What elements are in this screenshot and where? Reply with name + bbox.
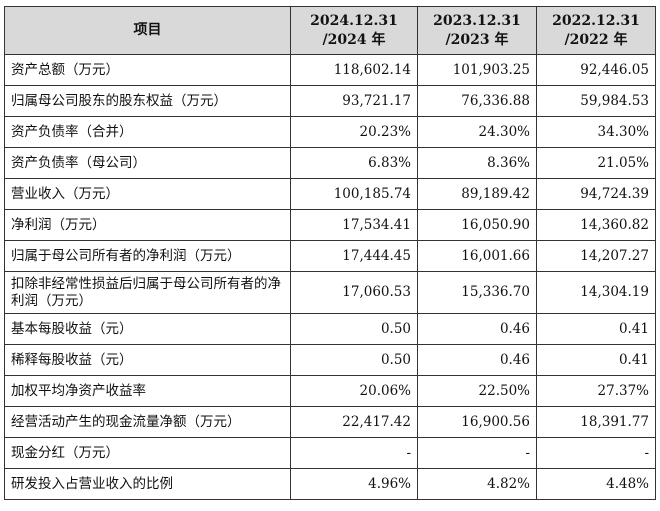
row-label: 扣除非经常性损益后归属于母公司所有者的净利润（万元） [4, 271, 291, 314]
cell-2024: 118,602.14 [290, 54, 418, 86]
table-row: 资产负债率（合并） 20.23% 24.30% 34.30% [4, 116, 656, 148]
table-row: 基本每股收益（元） 0.50 0.46 0.41 [4, 313, 656, 345]
cell-2022: 0.41 [536, 313, 656, 345]
cell-2023: 16,001.66 [417, 240, 537, 272]
cell-2022: 34.30% [536, 116, 656, 148]
cell-2023: 0.46 [417, 344, 537, 376]
cell-2023: 16,900.56 [417, 406, 537, 438]
header-2023-line1: 2023.12.31 [433, 12, 521, 29]
cell-2022: 4.48% [536, 468, 656, 500]
row-label: 归属母公司股东的股东权益（万元） [4, 85, 291, 117]
cell-2024: 17,444.45 [290, 240, 418, 272]
cell-2022: 14,360.82 [536, 209, 656, 241]
cell-2024: 17,534.41 [290, 209, 418, 241]
table-row: 现金分红（万元） - - - [4, 437, 656, 469]
header-2024-line2: /2024 年 [322, 31, 386, 48]
cell-2024: 20.06% [290, 375, 418, 407]
row-label: 现金分红（万元） [4, 437, 291, 469]
cell-2023: 4.82% [417, 468, 537, 500]
header-2023-line2: /2023 年 [445, 31, 509, 48]
cell-2022: 27.37% [536, 375, 656, 407]
cell-2024: 4.96% [290, 468, 418, 500]
cell-2022: 14,304.19 [536, 271, 656, 314]
cell-2024: 0.50 [290, 344, 418, 376]
table-row: 归属于母公司所有者的净利润（万元） 17,444.45 16,001.66 14… [4, 240, 656, 272]
row-label: 稀释每股收益（元） [4, 344, 291, 376]
table-row: 资产负债率（母公司） 6.83% 8.36% 21.05% [4, 147, 656, 179]
cell-2023: 8.36% [417, 147, 537, 179]
cell-2024: - [290, 437, 418, 469]
header-2022-line2: /2022 年 [564, 31, 628, 48]
cell-2024: 22,417.42 [290, 406, 418, 438]
header-2023: 2023.12.31 /2023 年 [417, 6, 537, 55]
table-row: 扣除非经常性损益后归属于母公司所有者的净利润（万元） 17,060.53 15,… [4, 271, 656, 314]
cell-2023: 101,903.25 [417, 54, 537, 86]
table-row: 稀释每股收益（元） 0.50 0.46 0.41 [4, 344, 656, 376]
row-label: 资产负债率（母公司） [4, 147, 291, 179]
row-label: 基本每股收益（元） [4, 313, 291, 345]
cell-2022: 59,984.53 [536, 85, 656, 117]
table-row: 资产总额（万元） 118,602.14 101,903.25 92,446.05 [4, 54, 656, 86]
cell-2024: 93,721.17 [290, 85, 418, 117]
cell-2024: 20.23% [290, 116, 418, 148]
table-row: 研发投入占营业收入的比例 4.96% 4.82% 4.48% [4, 468, 656, 500]
cell-2022: 18,391.77 [536, 406, 656, 438]
row-label: 研发投入占营业收入的比例 [4, 468, 291, 500]
row-label: 净利润（万元） [4, 209, 291, 241]
cell-2022: - [536, 437, 656, 469]
row-label: 资产总额（万元） [4, 54, 291, 86]
cell-2024: 6.83% [290, 147, 418, 179]
header-2024-line1: 2024.12.31 [310, 12, 398, 29]
row-label: 经营活动产生的现金流量净额（万元） [4, 406, 291, 438]
header-2022-line1: 2022.12.31 [552, 12, 640, 29]
cell-2023: 24.30% [417, 116, 537, 148]
table-row: 净利润（万元） 17,534.41 16,050.90 14,360.82 [4, 209, 656, 241]
header-2022: 2022.12.31 /2022 年 [536, 6, 656, 55]
cell-2022: 92,446.05 [536, 54, 656, 86]
cell-2023: 15,336.70 [417, 271, 537, 314]
cell-2024: 0.50 [290, 313, 418, 345]
cell-2024: 100,185.74 [290, 178, 418, 210]
cell-2023: 89,189.42 [417, 178, 537, 210]
table-row: 经营活动产生的现金流量净额（万元） 22,417.42 16,900.56 18… [4, 406, 656, 438]
header-2024: 2024.12.31 /2024 年 [290, 6, 418, 55]
table-row: 归属母公司股东的股东权益（万元） 93,721.17 76,336.88 59,… [4, 85, 656, 117]
cell-2022: 94,724.39 [536, 178, 656, 210]
row-label: 资产负债率（合并） [4, 116, 291, 148]
financial-indicators-table: 项目 2024.12.31 /2024 年 2023.12.31 /2023 年… [4, 6, 656, 500]
cell-2022: 21.05% [536, 147, 656, 179]
cell-2024: 17,060.53 [290, 271, 418, 314]
table-header-row: 项目 2024.12.31 /2024 年 2023.12.31 /2023 年… [4, 6, 656, 55]
row-label: 营业收入（万元） [4, 178, 291, 210]
row-label: 加权平均净资产收益率 [4, 375, 291, 407]
cell-2023: 22.50% [417, 375, 537, 407]
cell-2023: - [417, 437, 537, 469]
cell-2023: 76,336.88 [417, 85, 537, 117]
cell-2023: 0.46 [417, 313, 537, 345]
cell-2022: 0.41 [536, 344, 656, 376]
cell-2022: 14,207.27 [536, 240, 656, 272]
table-row: 营业收入（万元） 100,185.74 89,189.42 94,724.39 [4, 178, 656, 210]
table-row: 加权平均净资产收益率 20.06% 22.50% 27.37% [4, 375, 656, 407]
cell-2023: 16,050.90 [417, 209, 537, 241]
row-label: 归属于母公司所有者的净利润（万元） [4, 240, 291, 272]
header-item: 项目 [4, 6, 291, 55]
